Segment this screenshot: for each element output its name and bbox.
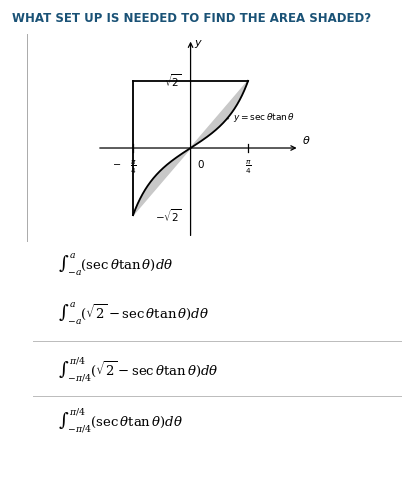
Text: $\sqrt{2}$: $\sqrt{2}$	[164, 72, 181, 89]
Text: $\int_{-\pi/4}^{\pi/4}(\sec\theta\tan\theta)d\theta$: $\int_{-\pi/4}^{\pi/4}(\sec\theta\tan\th…	[58, 406, 183, 434]
Text: $\int_{-a}^{a}(\sec\theta\tan\theta)d\theta$: $\int_{-a}^{a}(\sec\theta\tan\theta)d\th…	[58, 252, 173, 278]
Text: $\frac{\pi}{4}$: $\frac{\pi}{4}$	[130, 158, 136, 175]
Polygon shape	[133, 81, 248, 215]
Text: $y$: $y$	[195, 38, 203, 50]
Text: WHAT SET UP IS NEEDED TO FIND THE AREA SHADED?: WHAT SET UP IS NEEDED TO FIND THE AREA S…	[12, 12, 372, 25]
Text: $\int_{-\pi/4}^{\pi/4}(\sqrt{2}-\sec\theta\tan\theta)d\theta$: $\int_{-\pi/4}^{\pi/4}(\sqrt{2}-\sec\the…	[58, 355, 218, 383]
Text: $-\sqrt{2}$: $-\sqrt{2}$	[155, 207, 181, 224]
Text: $\frac{\pi}{4}$: $\frac{\pi}{4}$	[245, 158, 252, 175]
Text: $\int_{-a}^{a}(\sqrt{2}-\sec\theta\tan\theta)d\theta$: $\int_{-a}^{a}(\sqrt{2}-\sec\theta\tan\t…	[58, 300, 209, 327]
Text: $\theta$: $\theta$	[302, 134, 311, 146]
Text: $-$: $-$	[112, 158, 121, 169]
Text: $y = \sec\theta\tan\theta$: $y = \sec\theta\tan\theta$	[233, 111, 295, 123]
Text: $0$: $0$	[197, 157, 204, 170]
